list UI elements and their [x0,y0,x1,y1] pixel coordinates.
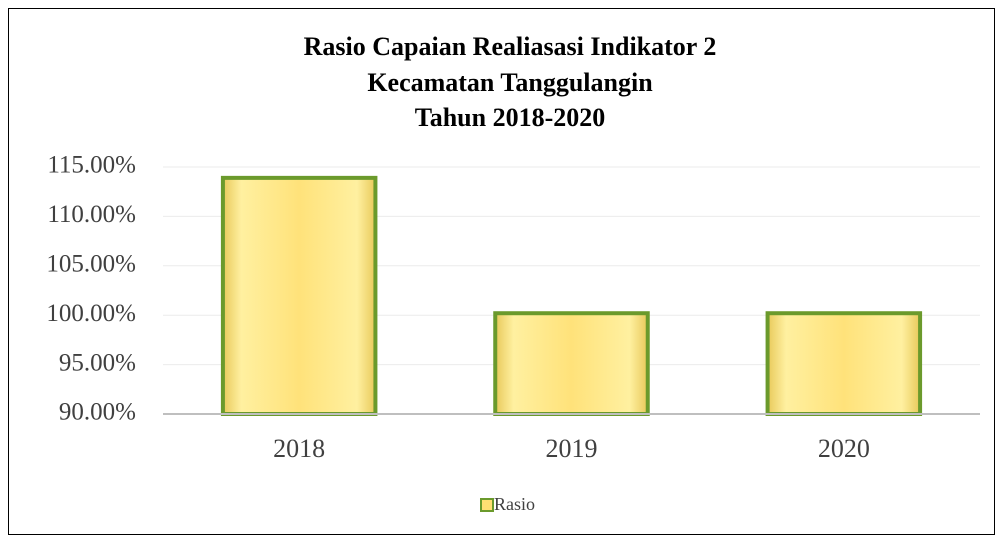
y-tick-label: 110.00% [47,201,136,228]
y-tick-label: 90.00% [59,399,136,426]
y-tick-label: 95.00% [59,349,136,376]
x-tick-label: 2019 [546,434,598,463]
y-tick-label: 105.00% [46,251,136,278]
chart-title: Tahun 2018-2020 [415,103,606,132]
chart-title: Rasio Capaian Realiasasi Indikator 2 [304,32,717,61]
chart-title: Kecamatan Tanggulangin [367,68,653,97]
legend-label: Rasio [494,494,535,514]
x-tick-label: 2018 [273,434,325,463]
chart-border [8,8,995,535]
bar [493,311,650,416]
legend-swatch [480,498,494,512]
bar [765,311,923,416]
y-tick-label: 115.00% [47,152,136,179]
x-tick-label: 2020 [818,434,870,463]
bar [220,175,378,416]
y-tick-label: 100.00% [46,300,136,327]
